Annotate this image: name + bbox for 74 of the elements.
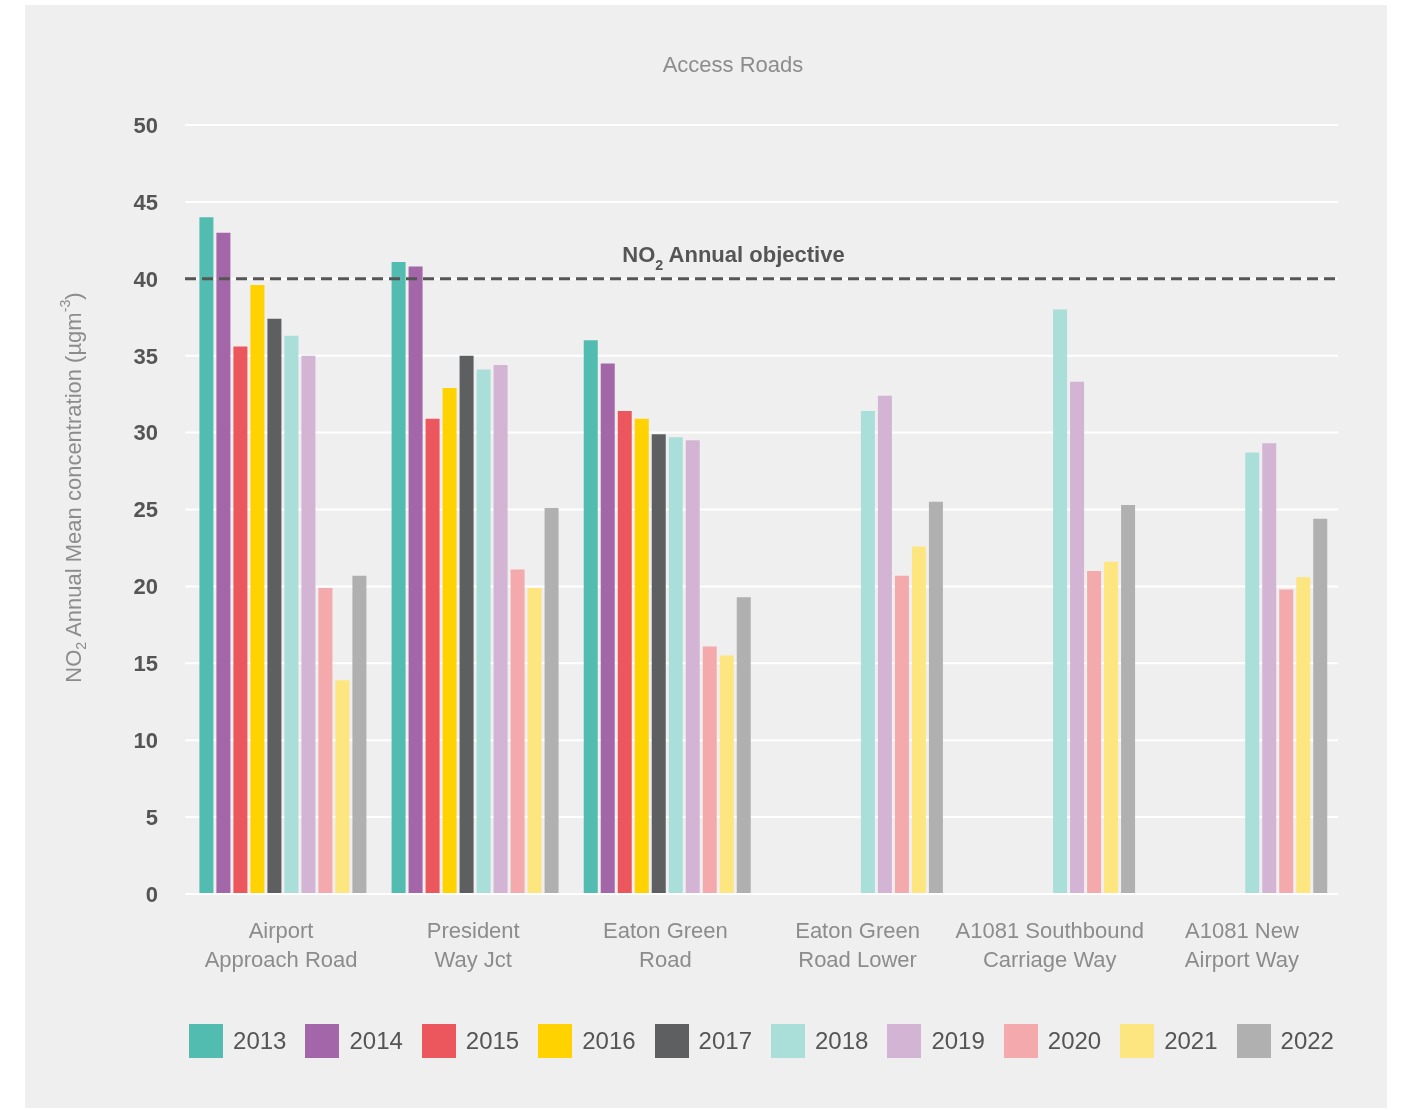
- legend-label: 2014: [349, 1027, 403, 1055]
- legend-label: 2018: [815, 1027, 869, 1055]
- y-tick-label: 45: [133, 189, 158, 215]
- bar: [352, 575, 367, 894]
- legend-label: 2017: [698, 1027, 752, 1055]
- bar: [459, 355, 474, 894]
- bar: [1296, 577, 1311, 894]
- bar: [476, 369, 491, 894]
- legend-label: 2016: [582, 1027, 636, 1055]
- bar: [1104, 561, 1119, 894]
- x-tick-label: President Way Jct: [426, 918, 520, 972]
- bar: [894, 575, 909, 894]
- bar: [335, 680, 350, 894]
- legend-label: 2015: [465, 1027, 520, 1055]
- ref-line-label: NO$_{2}$ Annual objective: [622, 241, 845, 273]
- y-tick-label: 20: [133, 574, 158, 600]
- x-tick-label: A1081 Southbound Carriage Way: [955, 918, 1144, 972]
- chart-title: Access Roads: [662, 52, 804, 78]
- bar: [301, 355, 316, 894]
- legend-label: 2020: [1047, 1027, 1102, 1055]
- x-tick-label: Eaton Green Road: [603, 918, 728, 972]
- bar: [1245, 452, 1260, 894]
- bar: [425, 418, 440, 894]
- y-tick-label: 10: [133, 728, 158, 754]
- bar: [877, 395, 892, 894]
- y-tick-label: 5: [145, 804, 158, 830]
- x-tick-label: A1081 New Airport Way: [1184, 918, 1299, 972]
- bar: [702, 646, 717, 894]
- bar: [860, 411, 875, 894]
- bar: [1053, 309, 1068, 894]
- legend-label: 2019: [931, 1027, 985, 1055]
- bar: [1070, 381, 1085, 894]
- bar: [651, 434, 666, 894]
- bar: [216, 232, 231, 894]
- legend-label: 2021: [1164, 1027, 1218, 1055]
- bar: [233, 346, 248, 894]
- bar: [250, 284, 265, 894]
- bar: [911, 546, 926, 894]
- bar: [199, 217, 214, 894]
- bar: [928, 501, 943, 894]
- bar: [527, 587, 542, 894]
- y-tick-label: 25: [133, 497, 158, 523]
- bar: [267, 318, 282, 894]
- y-tick-label: 35: [133, 343, 158, 369]
- bar: [583, 340, 598, 894]
- bar: [736, 597, 751, 894]
- bar: [391, 261, 406, 894]
- bar: [634, 418, 649, 894]
- bar: [1313, 518, 1328, 894]
- bar: [1279, 589, 1294, 894]
- bar: [668, 437, 683, 894]
- bar: [510, 569, 525, 894]
- y-tick-label: 30: [133, 420, 158, 446]
- bar: [408, 266, 423, 894]
- bar: [442, 388, 457, 894]
- bar: [685, 440, 700, 894]
- y-tick-label: 0: [145, 881, 158, 907]
- y-tick-label: 40: [133, 266, 158, 292]
- bar: [544, 507, 559, 894]
- bar: [1121, 504, 1136, 894]
- bar: [1087, 571, 1102, 894]
- bar: [1262, 443, 1277, 894]
- y-tick-label: 50: [133, 112, 158, 138]
- x-tick-label: Eaton Green Road Lower: [795, 918, 920, 972]
- bar: [600, 363, 615, 894]
- legend-label: 2013: [233, 1027, 287, 1055]
- bar: [617, 411, 632, 894]
- legend-label: 2022: [1280, 1027, 1334, 1055]
- bar: [284, 335, 299, 894]
- bar: [719, 655, 734, 894]
- y-tick-label: 15: [133, 651, 158, 677]
- x-tick-label: Airport Approach Road: [204, 918, 358, 972]
- bar: [318, 587, 333, 894]
- bar: [493, 364, 508, 894]
